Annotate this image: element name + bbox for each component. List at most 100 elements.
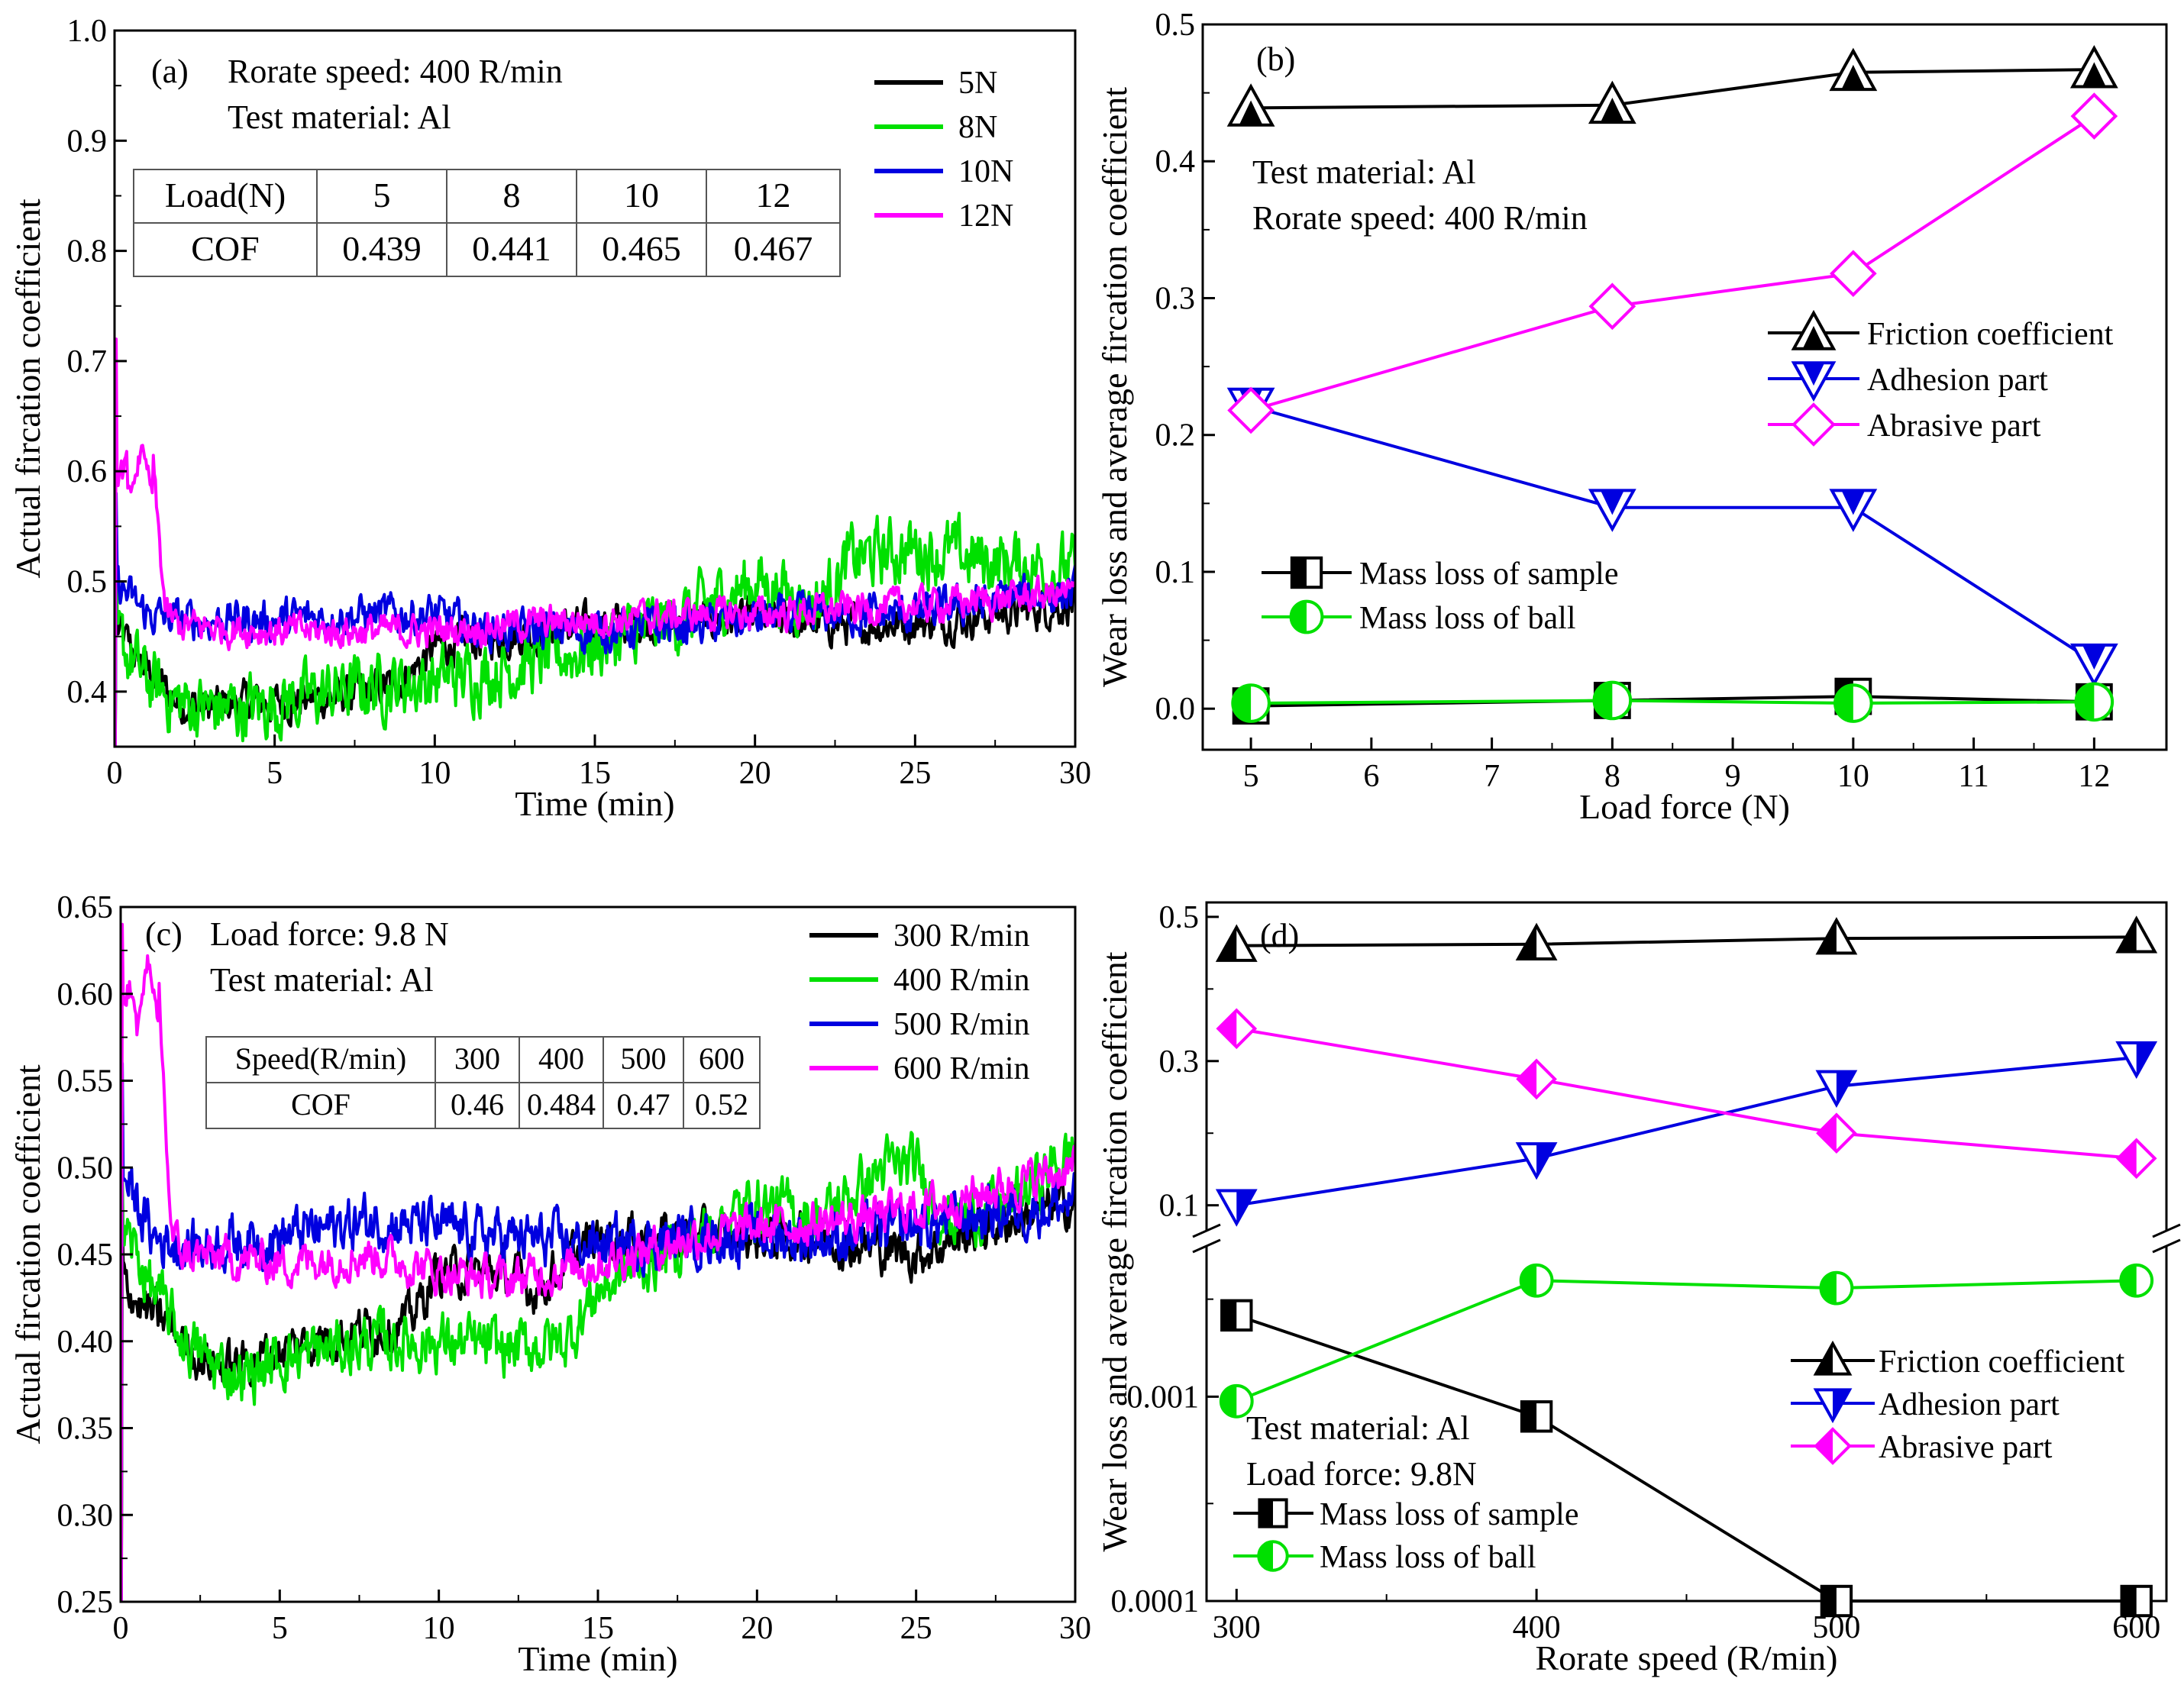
panel-a-series-line-1: [115, 512, 1075, 747]
panel-c-y-tick-label: 0.60: [57, 977, 114, 1012]
panel-c-y-tick-label: 0.65: [57, 890, 114, 925]
panel-b-y-axis-title: Wear loss and average fircation coeffici…: [1095, 87, 1134, 687]
panel-c-y-tick-label: 0.30: [57, 1498, 114, 1533]
panel-c-table-cell: 0.52: [695, 1087, 748, 1122]
panel-b-y-tick-label: 0.1: [1155, 555, 1196, 590]
panel-c-table-cell: 600: [699, 1041, 745, 1076]
panel-b-x-tick-label: 11: [1958, 759, 1989, 794]
panel-d-axis-break-mark: [2152, 1223, 2181, 1238]
panel-a-x-tick-label: 10: [418, 756, 451, 791]
panel-a-table-cell: 5: [373, 176, 391, 215]
panel-b-legend-marker-0-fill: [1802, 325, 1825, 349]
panel-d-legend-label: Mass loss of sample: [1320, 1497, 1579, 1532]
panel-c-table-cell: 0.47: [617, 1087, 670, 1122]
panel-a-y-tick-label: 0.9: [67, 124, 108, 159]
panel-a-x-tick-label: 0: [107, 756, 123, 791]
panel-a-table-cell: 0.441: [472, 229, 551, 268]
panel-a-annotation: Test material: Al: [228, 98, 451, 136]
panel-b-x-axis-title: Load force (N): [1579, 787, 1790, 826]
panel-a-y-tick-label: 0.8: [67, 234, 108, 270]
panel-b-y-tick-label: 0.2: [1155, 418, 1196, 454]
panel-a-x-tick-label: 20: [739, 756, 771, 791]
panel-d-legend-marker-4-fill: [1258, 1541, 1273, 1570]
panel-c-annotation: Test material: Al: [210, 961, 434, 999]
panel-d-series-2-point-fill: [2118, 1140, 2137, 1177]
panel-d-series-2-point-fill: [1817, 1115, 1837, 1152]
panel-d-legend-marker-1-fill: [1833, 1390, 1850, 1420]
panel-d-legend-label: Mass loss of ball: [1320, 1540, 1536, 1575]
panel-d-axis-break-mark: [1192, 1223, 1221, 1238]
panel-a-x-axis-title: Time (min): [515, 784, 674, 823]
panel-d-legend-label: Abrasive part: [1879, 1430, 2053, 1465]
panel-b-y-tick-label: 0.5: [1155, 8, 1196, 43]
panel-c-cof-table: Speed(R/min) COF 300 0.46 400 0.484 500 0.47 600…: [205, 1036, 761, 1129]
panel-a-table-cell: 0.467: [734, 229, 813, 268]
panel-c-y-tick-label: 0.25: [57, 1585, 114, 1620]
panel-b-y-tick-label: 0.0: [1155, 692, 1196, 727]
panel-c-x-tick-label: 20: [741, 1611, 773, 1646]
panel-d-series-0-point-fill: [1518, 925, 1537, 959]
panel-c-y-tick-label: 0.35: [57, 1412, 114, 1447]
panel-d-series-line-3: [1236, 1313, 2137, 1603]
panel-b-series-line-1: [1250, 405, 2095, 663]
panel-c-x-tick-label: 0: [113, 1611, 129, 1646]
panel-c: 0 5 10 15 20 25 30 0.25 0.30 0.35 0.40 0.45 0.50 0.55…: [8, 890, 1091, 1678]
panel-c-legend-label: 500 R/min: [893, 1007, 1030, 1042]
panel-a-legend-label: 8N: [958, 110, 997, 145]
panel-a-y-tick-label: 0.6: [67, 454, 108, 489]
panel-b-y-tick-label: 0.3: [1155, 281, 1196, 316]
panel-b-plot-frame: [1201, 23, 2168, 751]
panel-d-series-1-point-fill: [1236, 1190, 1255, 1224]
panel-d-series-1-point-fill: [1836, 1071, 1855, 1105]
panel-d-series-3-point-fill: [2121, 1586, 2137, 1616]
panel-a-y-tick-label: 0.5: [67, 565, 108, 600]
panel-d-series-1-point-fill: [1536, 1144, 1556, 1177]
panel-d-series-line-4: [1236, 1279, 2137, 1403]
panel-c-table-cell: 0.484: [527, 1087, 596, 1122]
panel-d-y-tick-label: 0.1: [1159, 1189, 1200, 1224]
panel-b: 5 6 7 8 9 10 11 12 0.0 0.1 0.2 0.3 0.4 0.5 Load force …: [1095, 8, 2168, 826]
panel-c-table-cell: 400: [538, 1041, 584, 1076]
panel-d-legend-marker-0-fill: [1816, 1344, 1833, 1374]
panel-a-x-tick-label: 15: [579, 756, 611, 791]
panel-c-x-axis-title: Time (min): [518, 1639, 677, 1678]
panel-d-x-axis-title: Rorate speed (R/min): [1535, 1638, 1837, 1677]
panel-c-x-tick-label: 30: [1059, 1611, 1091, 1646]
panel-d-x-tick-label: 300: [1213, 1610, 1261, 1645]
panel-a: 0 5 10 15 20 25 30 0.4 0.5 0.6 0.7 0.8 0.9 1.0 Time (m…: [8, 14, 1091, 823]
panel-b-series-1-point-fill: [1600, 490, 1624, 515]
panel-b-series-4-point-fill: [1233, 685, 1252, 721]
panel-b-series-0-point-fill: [2082, 62, 2106, 87]
panel-b-series-line-4: [1251, 699, 2095, 705]
panel-b-legend-label: Mass loss of ball: [1359, 601, 1576, 636]
panel-a-legend: 5N 8N 10N 12N: [874, 66, 1013, 234]
panel-d-axis-break-mark: [2152, 1238, 2181, 1254]
panel-d-series-0-point-fill: [2118, 918, 2137, 952]
panel-d-series-1-point-fill: [2136, 1042, 2155, 1077]
panel-b-legend-marker-4-fill: [1291, 601, 1307, 633]
panel-b-series-1-point-fill: [1841, 490, 1866, 515]
panel-b-x-tick-label: 6: [1363, 759, 1379, 794]
panel-a-y-tick-label: 1.0: [67, 14, 108, 49]
panel-b-series-line-2: [1250, 115, 2095, 412]
panel-c-annotation: Load force: 9.8 N: [210, 915, 449, 953]
panel-b-series-1-point-fill: [2082, 644, 2106, 670]
panel-b-series-2-point: [2070, 92, 2118, 140]
panel-a-table-cell: 0.465: [602, 229, 681, 268]
panel-a-x-tick-label: 5: [267, 756, 283, 791]
panel-b-series-4-point-fill: [2076, 683, 2095, 721]
panel-b-x-tick-label: 7: [1484, 759, 1500, 794]
panel-a-table-cell: 10: [624, 176, 659, 215]
panel-c-y-tick-label: 0.55: [57, 1064, 114, 1099]
panel-b-series-line-0: [1251, 68, 2095, 110]
panel-d-series-3-point-fill: [1222, 1300, 1237, 1331]
panel-d-legend-marker-2-fill: [1816, 1429, 1833, 1463]
panel-b-panel-label: (b): [1256, 40, 1295, 78]
panel-d-series-4-point-fill: [1220, 1385, 1237, 1417]
panel-c-table-cell: 500: [621, 1041, 667, 1076]
panel-b-legend-label: Abrasive part: [1867, 408, 2041, 444]
panel-d-axis-break-mark: [1192, 1238, 1221, 1254]
panel-a-legend-label: 10N: [958, 154, 1013, 189]
panel-a-y-tick-label: 0.4: [67, 675, 108, 710]
